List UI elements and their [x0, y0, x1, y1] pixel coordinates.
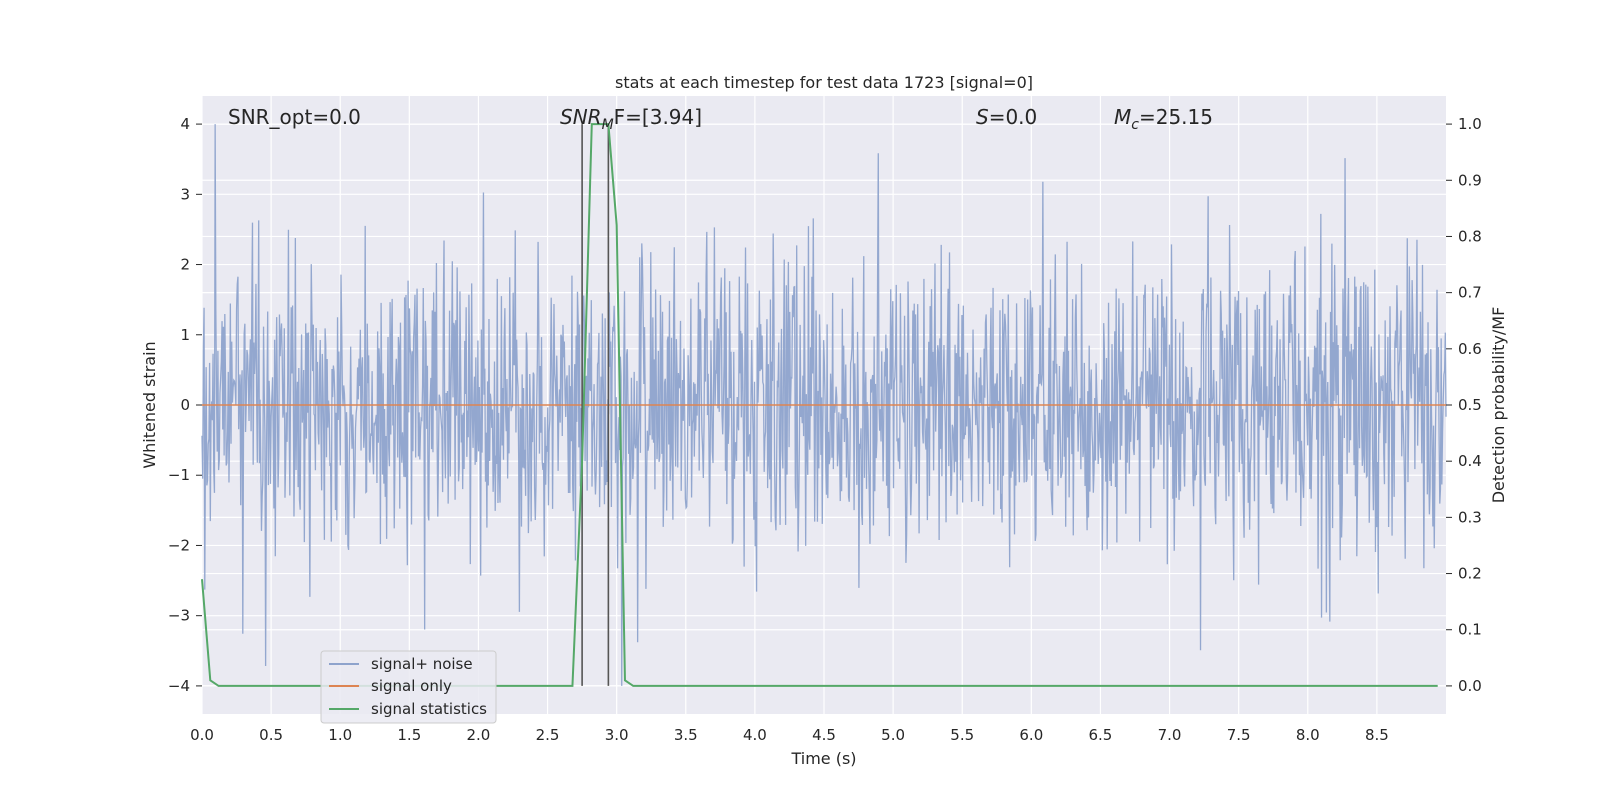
y-left-tick-label: 0 [180, 396, 190, 414]
x-tick-label: 2.0 [467, 726, 491, 744]
y-right-tick-label: 0.9 [1458, 171, 1482, 189]
annotation-snr-mf: SNRMF=[3.94] [560, 105, 702, 133]
x-tick-label: 7.0 [1158, 726, 1182, 744]
x-tick-label: 1.5 [397, 726, 421, 744]
annotation-snr-mf-rest: F=[3.94] [614, 105, 702, 129]
annotation-snr-mf-sub: M [602, 117, 614, 133]
y-left-tick-label: 4 [180, 115, 190, 133]
legend-label-signal-statistics: signal statistics [371, 700, 487, 718]
annotation-s: S=0.0 [976, 105, 1037, 129]
annotation-mc-sub: c [1131, 117, 1139, 133]
y-right-tick-label: 0.4 [1458, 452, 1482, 470]
y-left-tick-label: 2 [180, 256, 190, 274]
series-signal-noise [201, 124, 1447, 686]
annotation-s-rest: =0.0 [989, 105, 1038, 129]
x-tick-label: 0.0 [190, 726, 214, 744]
x-tick-label: 3.0 [605, 726, 629, 744]
chart-title: stats at each timestep for test data 172… [615, 73, 1033, 92]
y-right-tick-label: 0.8 [1458, 227, 1482, 245]
x-tick-label: 5.5 [950, 726, 974, 744]
annotation-mc: Mc=25.15 [1114, 105, 1213, 133]
series-line-signal-statistics [201, 123, 1438, 687]
y-left-tick-label: −3 [168, 607, 190, 625]
annotation-s-main: S [976, 105, 989, 129]
y-left-tick-label: −1 [168, 466, 190, 484]
y-right-tick-labels: 1.0 0.9 0.8 0.7 0.6 0.5 0.4 0.3 0.2 0.1 0.0 [1446, 115, 1482, 695]
x-tick-label: 8.0 [1296, 726, 1320, 744]
y-left-tick-labels: 4 3 2 1 0 −1 −2 −3 −4 [168, 115, 202, 695]
legend: signal+ noise signal only signal statist… [320, 650, 497, 724]
y-right-tick-label: 0.3 [1458, 508, 1482, 526]
x-tick-label: 3.5 [674, 726, 698, 744]
x-tick-label: 5.0 [881, 726, 905, 744]
y-left-tick-label: 3 [180, 185, 190, 203]
x-tick-label: 4.5 [812, 726, 836, 744]
annotation-mc-rest: =25.15 [1139, 105, 1213, 129]
y-right-tick-label: 0.2 [1458, 565, 1482, 583]
x-tick-label: 7.5 [1227, 726, 1251, 744]
x-tick-label: 2.5 [536, 726, 560, 744]
y-left-tick-label: 1 [180, 326, 190, 344]
x-tick-label: 8.5 [1365, 726, 1389, 744]
y-right-tick-label: 0.1 [1458, 621, 1482, 639]
x-tick-label: 1.0 [328, 726, 352, 744]
annotation-snr-mf-main: SNR [560, 105, 602, 129]
y-left-axis-label: Whitened strain [140, 341, 159, 468]
annotation-snr-opt: SNR_opt=0.0 [228, 105, 361, 129]
legend-label-signal-only: signal only [371, 677, 452, 695]
series-signal-statistics [201, 123, 1438, 687]
y-right-tick-label: 0.6 [1458, 340, 1482, 358]
x-tick-label: 6.0 [1019, 726, 1043, 744]
legend-label-signal-noise: signal+ noise [371, 655, 473, 673]
annotation-mc-main: M [1114, 105, 1131, 129]
x-tick-label: 6.5 [1089, 726, 1113, 744]
y-right-axis-label: Detection probability/MF [1489, 307, 1508, 504]
y-right-tick-label: 0.0 [1458, 677, 1482, 695]
x-axis-label: Time (s) [790, 749, 856, 768]
y-right-tick-label: 1.0 [1458, 115, 1482, 133]
y-left-tick-label: −2 [168, 536, 190, 554]
y-right-tick-label: 0.5 [1458, 396, 1482, 414]
x-tick-labels: 0.0 0.5 1.0 1.5 2.0 2.5 3.0 3.5 4.0 4.5 5.0 5.5 6.0 6… [190, 726, 1389, 744]
vertical-markers [581, 124, 610, 686]
series-line-signal-noise [201, 124, 1447, 686]
x-tick-label: 4.0 [743, 726, 767, 744]
y-left-tick-label: −4 [168, 677, 190, 695]
y-right-tick-label: 0.7 [1458, 284, 1482, 302]
x-tick-label: 0.5 [259, 726, 283, 744]
legend-box [320, 650, 497, 724]
